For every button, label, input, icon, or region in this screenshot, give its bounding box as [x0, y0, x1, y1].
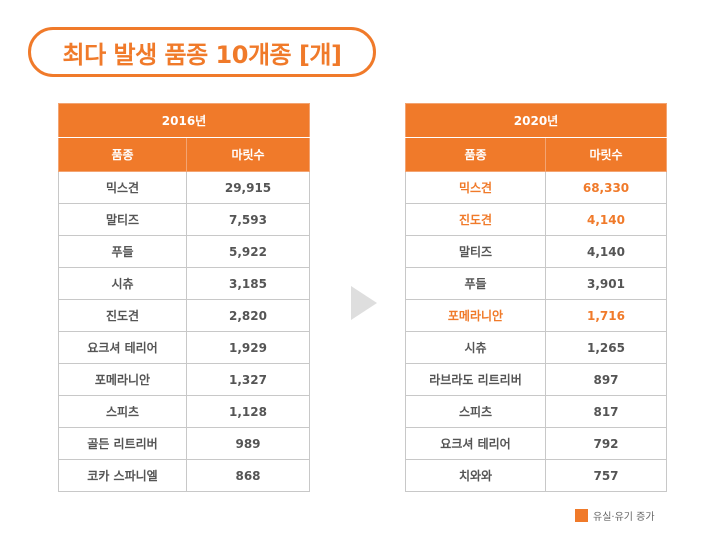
breed-cell: 시츄 — [58, 267, 187, 300]
count-cell: 3,901 — [544, 267, 668, 300]
table-row: 진도견 2,820 — [58, 299, 311, 332]
breed-cell: 코카 스파니엘 — [58, 459, 187, 492]
table-row: 스피츠 817 — [405, 395, 668, 428]
column-header-count: 마릿수 — [185, 137, 311, 172]
legend-swatch — [575, 509, 588, 522]
count-cell: 29,915 — [185, 171, 311, 204]
count-cell: 3,185 — [185, 267, 311, 300]
table-row: 시츄 3,185 — [58, 267, 311, 300]
column-header-breed: 품종 — [405, 137, 546, 172]
table-row: 요크셔 테리어 792 — [405, 427, 668, 460]
legend: 유실·유기 증가 — [575, 508, 655, 523]
breed-cell: 골든 리트리버 — [58, 427, 187, 460]
breed-cell: 포메라니안 — [58, 363, 187, 396]
table-row: 시츄 1,265 — [405, 331, 668, 364]
breed-cell: 진도견 — [405, 203, 546, 236]
count-cell: 868 — [185, 459, 311, 492]
count-cell: 1,327 — [185, 363, 311, 396]
table-row: 라브라도 리트리버 897 — [405, 363, 668, 396]
count-cell: 792 — [544, 427, 668, 460]
breed-cell: 시츄 — [405, 331, 546, 364]
table-row: 진도견 4,140 — [405, 203, 668, 236]
count-cell: 1,929 — [185, 331, 311, 364]
table-year-header: 2016년 — [57, 103, 311, 138]
count-cell: 817 — [544, 395, 668, 428]
count-cell: 4,140 — [544, 203, 668, 236]
breed-cell: 푸들 — [405, 267, 546, 300]
column-header-breed: 품종 — [58, 137, 187, 172]
breed-cell: 스피츠 — [58, 395, 187, 428]
table-row: 코카 스파니엘 868 — [58, 459, 311, 492]
breed-cell: 치와와 — [405, 459, 546, 492]
breed-cell: 믹스견 — [58, 171, 187, 204]
count-cell: 757 — [544, 459, 668, 492]
count-cell: 4,140 — [544, 235, 668, 268]
table-2020: 2020년 품종 마릿수 믹스견 68,330 진도견 4,140 말티즈 4,140 푸들… — [404, 103, 668, 492]
table-row: 말티즈 4,140 — [405, 235, 668, 268]
breed-cell: 요크셔 테리어 — [58, 331, 187, 364]
breed-cell: 진도견 — [58, 299, 187, 332]
count-cell: 1,716 — [544, 299, 668, 332]
count-cell: 989 — [185, 427, 311, 460]
breed-cell: 푸들 — [58, 235, 187, 268]
table-row: 골든 리트리버 989 — [58, 427, 311, 460]
breed-cell: 말티즈 — [58, 203, 187, 236]
table-row: 푸들 5,922 — [58, 235, 311, 268]
table-row: 치와와 757 — [405, 459, 668, 492]
table-row: 말티즈 7,593 — [58, 203, 311, 236]
table-row: 포메라니안 1,716 — [405, 299, 668, 332]
table-row: 믹스견 68,330 — [405, 171, 668, 204]
breed-cell: 말티즈 — [405, 235, 546, 268]
table-2016: 2016년 품종 마릿수 믹스견 29,915 말티즈 7,593 푸들 5,922 시츄 3… — [57, 103, 311, 492]
table-row: 포메라니안 1,327 — [58, 363, 311, 396]
breed-cell: 라브라도 리트리버 — [405, 363, 546, 396]
breed-cell: 스피츠 — [405, 395, 546, 428]
breed-cell: 요크셔 테리어 — [405, 427, 546, 460]
count-cell: 2,820 — [185, 299, 311, 332]
table-row: 푸들 3,901 — [405, 267, 668, 300]
table-row: 요크셔 테리어 1,929 — [58, 331, 311, 364]
table-year-header: 2020년 — [404, 103, 668, 138]
legend-label: 유실·유기 증가 — [593, 512, 655, 523]
column-header-count: 마릿수 — [544, 137, 668, 172]
page-title: 최다 발생 품종 10개종 [개] — [28, 27, 376, 77]
count-cell: 1,265 — [544, 331, 668, 364]
count-cell: 897 — [544, 363, 668, 396]
count-cell: 7,593 — [185, 203, 311, 236]
breed-cell: 믹스견 — [405, 171, 546, 204]
count-cell: 5,922 — [185, 235, 311, 268]
table-row: 스피츠 1,128 — [58, 395, 311, 428]
breed-cell: 포메라니안 — [405, 299, 546, 332]
table-row: 믹스견 29,915 — [58, 171, 311, 204]
count-cell: 68,330 — [544, 171, 668, 204]
count-cell: 1,128 — [185, 395, 311, 428]
arrow-right-icon — [351, 286, 377, 320]
